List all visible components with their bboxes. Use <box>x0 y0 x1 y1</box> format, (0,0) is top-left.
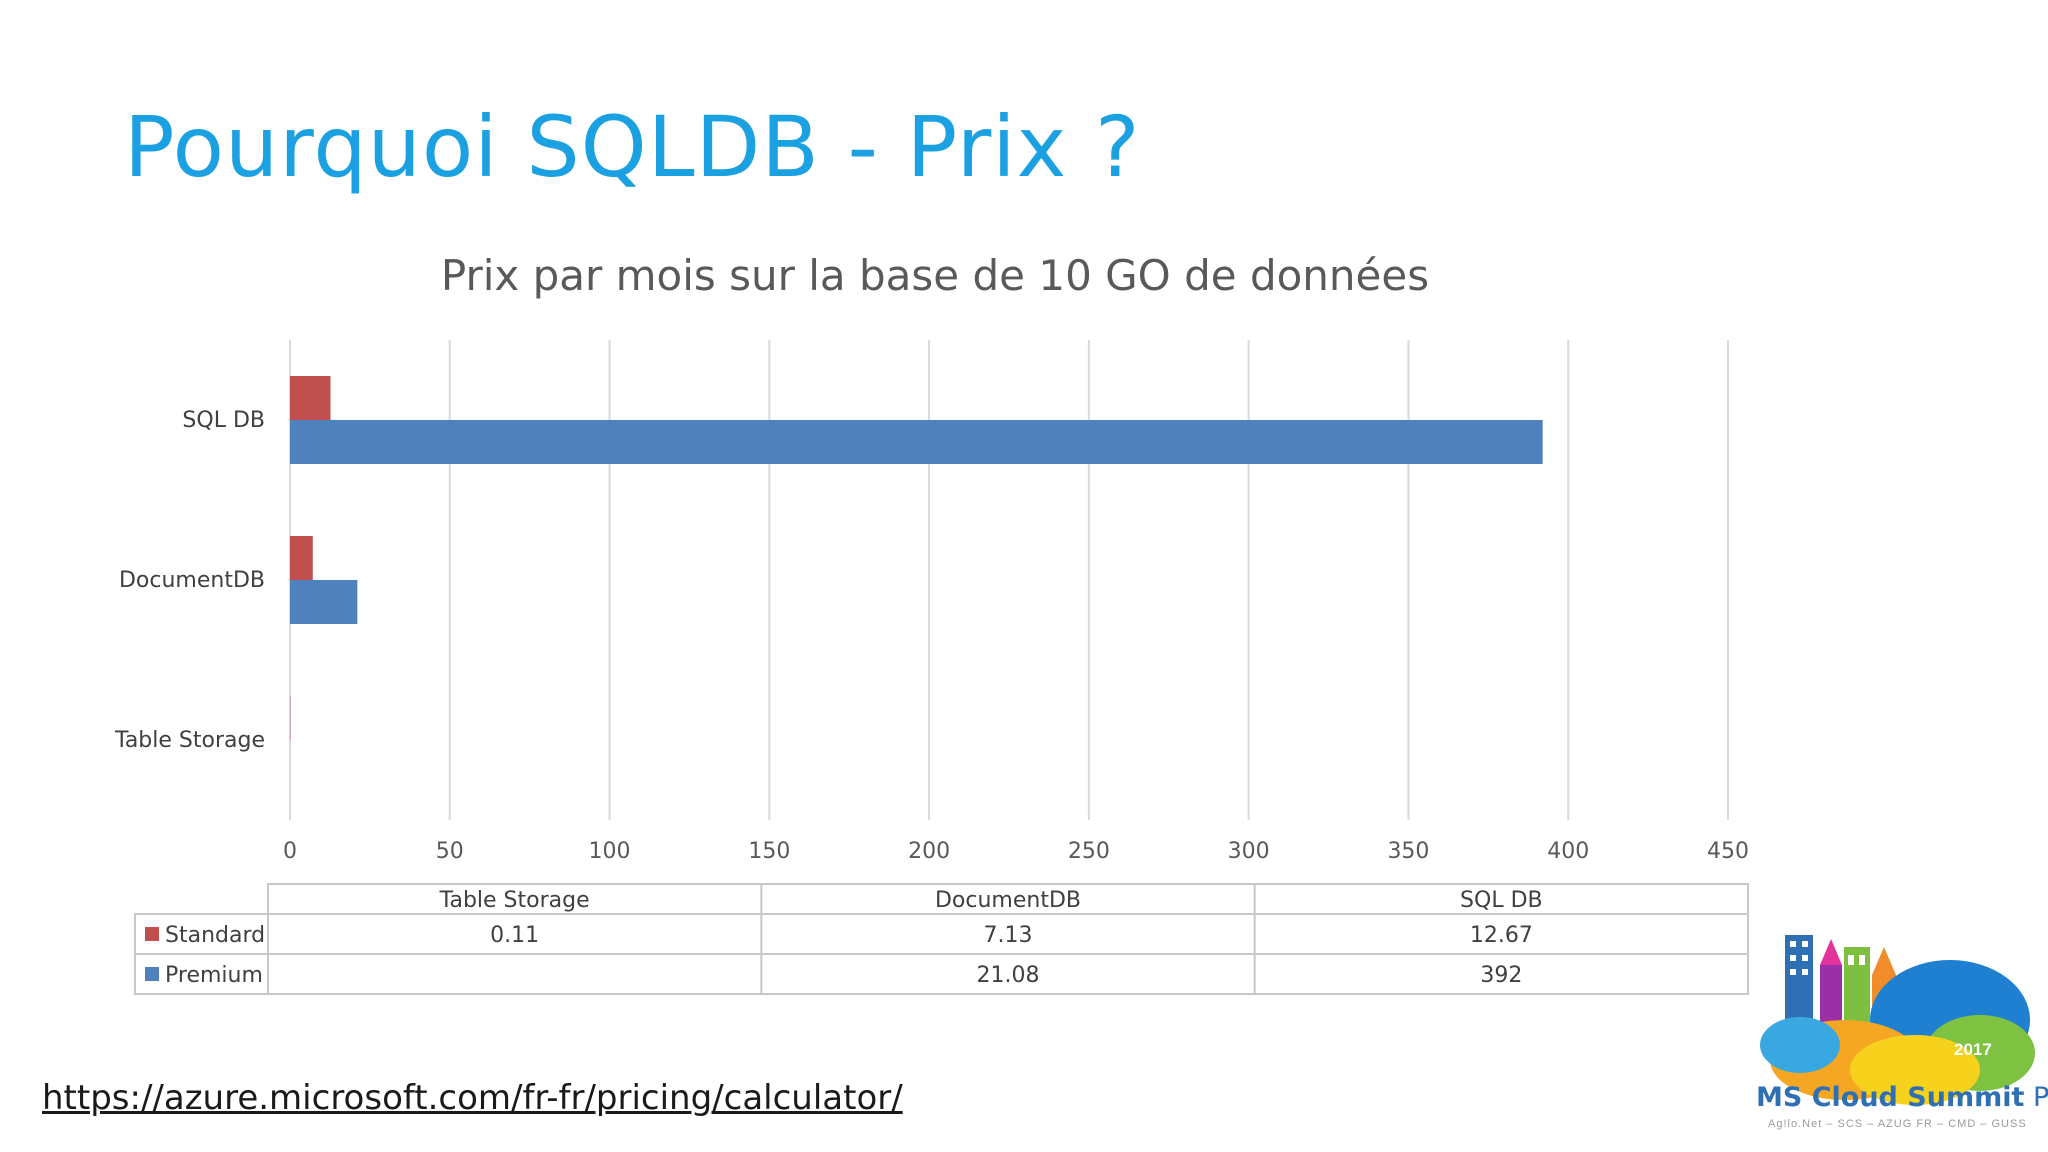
table-value-cell: 7.13 <box>984 923 1033 948</box>
table-value-cell: 12.67 <box>1470 923 1533 948</box>
chart-data-table: Table Storage DocumentDB SQL DB Standard 0.1… <box>134 883 1749 995</box>
category-axis-labels: Table Storage DocumentDB SQL DB <box>114 408 265 753</box>
slide-title: Pourquoi SQLDB - Prix ? <box>124 98 1141 196</box>
table-header-cell: DocumentDB <box>935 888 1081 913</box>
value-axis-ticks: 0 50 100 150 200 250 300 350 400 450 <box>283 839 1749 864</box>
x-tick-label: 100 <box>589 839 631 864</box>
x-tick-label: 50 <box>436 839 464 864</box>
chart-gridlines <box>289 340 1729 820</box>
chart-title: Prix par mois sur la base de 10 GO de do… <box>441 251 1429 300</box>
category-label: Table Storage <box>114 728 265 753</box>
bar-standard <box>290 376 331 420</box>
logo-subtitle: Ag!lo.Net – SCS – AZUG FR – CMD – GUSS <box>1768 1118 2027 1130</box>
logo-year: 2017 <box>1954 1040 1992 1059</box>
legend-label: Premium <box>165 963 263 988</box>
category-label: SQL DB <box>182 408 265 433</box>
x-tick-label: 250 <box>1068 839 1110 864</box>
table-value-cell: 392 <box>1480 963 1522 988</box>
bar-premium <box>290 420 1543 464</box>
pricing-calculator-link[interactable]: https://azure.microsoft.com/fr-fr/pricin… <box>42 1078 903 1118</box>
ms-cloud-summit-logo <box>1760 935 2035 1105</box>
category-label: DocumentDB <box>119 568 265 593</box>
x-tick-label: 200 <box>908 839 950 864</box>
x-tick-label: 450 <box>1707 839 1749 864</box>
x-tick-label: 300 <box>1228 839 1270 864</box>
table-header-cell: SQL DB <box>1460 888 1543 913</box>
table-value-cell: 21.08 <box>977 963 1040 988</box>
x-tick-label: 150 <box>748 839 790 864</box>
x-tick-label: 350 <box>1387 839 1429 864</box>
logo-brand-bold: MS Cloud Summit <box>1756 1082 2025 1113</box>
table-value-cell: 0.11 <box>490 923 539 948</box>
legend-label: Standard <box>165 923 265 948</box>
bar-premium <box>290 580 358 624</box>
bar-standard <box>290 536 313 580</box>
chart-bars <box>290 376 1543 740</box>
legend-key-premium <box>145 967 159 981</box>
x-tick-label: 0 <box>283 839 297 864</box>
legend-key-standard <box>145 927 159 941</box>
logo-brand: MS Cloud Summit Paris <box>1756 1082 2048 1113</box>
table-header-cell: Table Storage <box>439 888 590 913</box>
x-tick-label: 400 <box>1547 839 1589 864</box>
logo-brand-regular: Paris <box>2032 1082 2048 1113</box>
